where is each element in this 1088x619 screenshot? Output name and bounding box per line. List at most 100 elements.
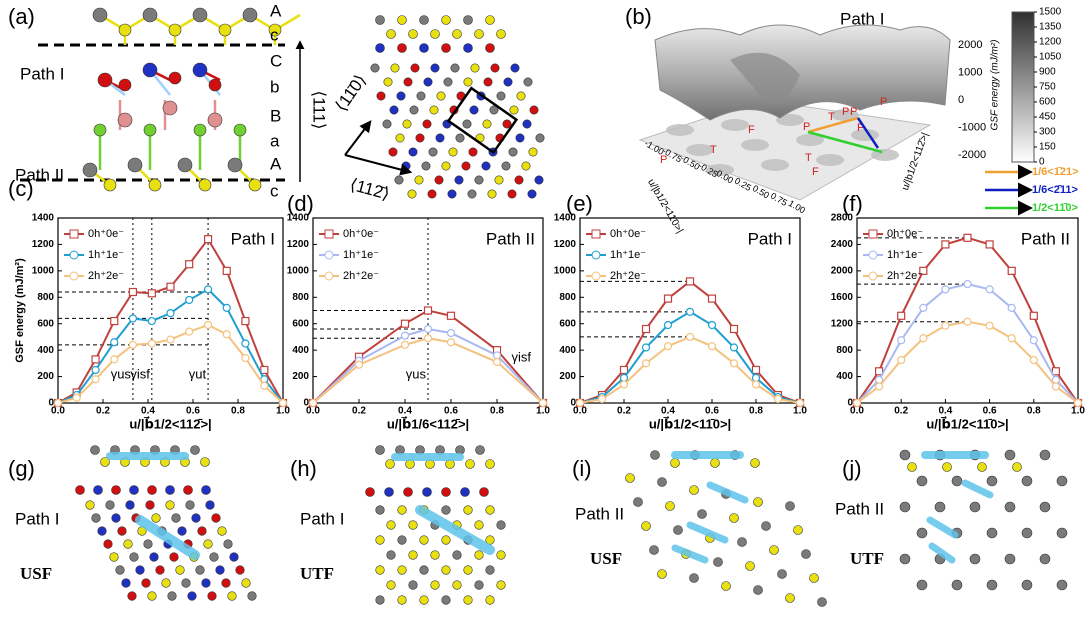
atom (148, 592, 157, 601)
atom (1057, 476, 1067, 486)
atom (178, 527, 187, 536)
atom (429, 148, 437, 156)
atom (191, 446, 200, 455)
atom (987, 580, 997, 590)
legend-label: 1h⁺1e⁻ (88, 249, 124, 261)
legend-label: 1h⁺1e⁻ (887, 249, 923, 261)
marker (876, 383, 883, 390)
atom (431, 581, 440, 590)
marker (731, 326, 738, 333)
x-tick-label: 0.8 (1027, 406, 1041, 417)
atom (436, 134, 444, 142)
atom (475, 551, 484, 560)
marker (242, 355, 249, 362)
atom (658, 570, 667, 579)
marker (205, 236, 212, 243)
atom (104, 179, 116, 191)
legend-label: 1h⁺1e⁻ (610, 249, 646, 261)
legend-label: 1h⁺1e⁻ (343, 249, 379, 261)
z-tick-label: 1000 (958, 66, 982, 78)
atom (242, 579, 251, 588)
legend-label: 2h⁺2e⁻ (610, 270, 646, 282)
marker (242, 340, 249, 347)
atom (431, 551, 440, 560)
atom (488, 190, 496, 198)
atom (778, 570, 787, 579)
atom (484, 78, 492, 86)
atom (509, 148, 517, 156)
atom (482, 162, 490, 170)
atom (1022, 580, 1032, 590)
atom (442, 162, 450, 170)
displacement-arrow (140, 520, 195, 555)
y-tick-label: 600 (37, 318, 54, 329)
atom (387, 581, 396, 590)
marker (709, 295, 716, 302)
atom (420, 596, 429, 605)
atom (188, 592, 197, 601)
atom (234, 124, 246, 136)
atom (453, 551, 462, 560)
x-tick-label: 0.8 (490, 406, 504, 417)
atom (471, 64, 479, 72)
chart-title: Path II (486, 229, 535, 248)
marker (942, 322, 949, 329)
marker (709, 343, 716, 350)
atom (536, 134, 544, 142)
marker (111, 318, 118, 325)
z-tick-label: 0 (958, 94, 964, 106)
atom (453, 30, 462, 39)
atom (642, 522, 651, 531)
atom (908, 463, 917, 472)
atom (149, 179, 161, 191)
atom (193, 63, 207, 77)
atom (142, 579, 151, 588)
atom (690, 486, 699, 495)
marker (753, 381, 760, 388)
atom (442, 16, 451, 25)
z-tick-label: -1000 (958, 121, 986, 133)
atom (786, 502, 795, 511)
legend-marker (70, 251, 78, 259)
atom (150, 553, 159, 562)
marker (731, 360, 738, 367)
legend-marker (869, 230, 877, 238)
atom (952, 580, 962, 590)
atom (1005, 502, 1015, 512)
marker (621, 381, 628, 388)
colorbar-tick-label: 150 (1039, 142, 1056, 153)
atom (486, 566, 495, 575)
vector-legend-label: 1/2<11̄0> (1032, 202, 1078, 214)
atom (476, 446, 485, 455)
marker (223, 304, 230, 311)
atom (376, 44, 385, 53)
y-tick-label: 600 (292, 318, 309, 329)
atom (228, 158, 242, 172)
atom (420, 566, 429, 575)
atom (626, 474, 635, 483)
atom (208, 592, 217, 601)
marker (687, 308, 694, 315)
marker (186, 328, 193, 335)
atom (978, 463, 987, 472)
marker (540, 400, 547, 407)
floor-spot (721, 119, 749, 131)
y-tick-label: 200 (292, 371, 309, 382)
atom (387, 521, 396, 530)
marker (731, 344, 738, 351)
marker (402, 320, 409, 327)
y-tick-label: 1200 (32, 239, 55, 250)
atom (422, 162, 430, 170)
legend-marker (325, 251, 333, 259)
legend-marker (592, 230, 600, 238)
marker (643, 360, 650, 367)
atom (722, 582, 731, 591)
marker (167, 310, 174, 317)
marker (964, 234, 971, 241)
atom (376, 446, 385, 455)
atom (83, 163, 97, 177)
direction-arrow (345, 122, 370, 155)
y-tick-label: 800 (37, 292, 54, 303)
atom (236, 566, 245, 575)
series-line (857, 322, 1078, 403)
